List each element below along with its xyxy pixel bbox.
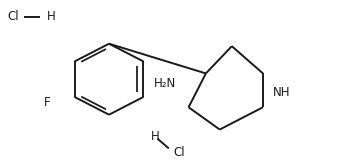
Text: F: F <box>43 96 50 109</box>
Text: H₂N: H₂N <box>154 77 176 90</box>
Text: Cl: Cl <box>8 10 19 23</box>
Text: H: H <box>47 10 55 23</box>
Text: H: H <box>151 130 159 143</box>
Text: Cl: Cl <box>173 146 185 159</box>
Text: NH: NH <box>273 86 291 99</box>
